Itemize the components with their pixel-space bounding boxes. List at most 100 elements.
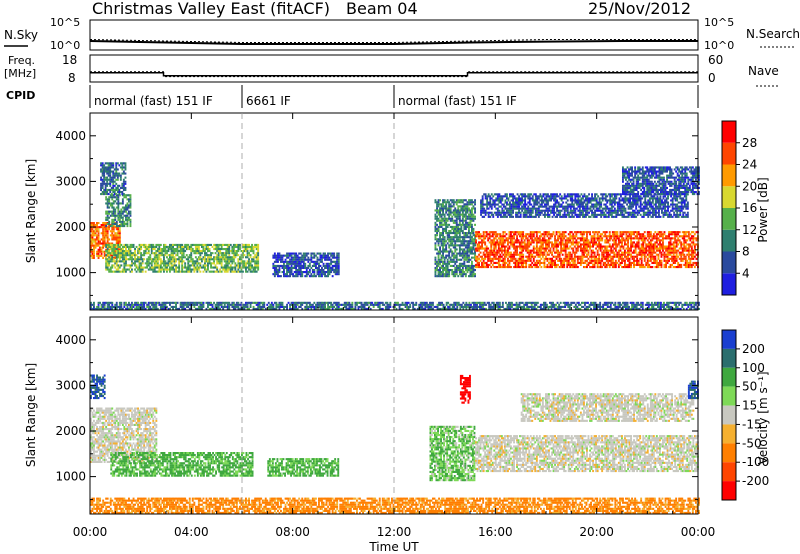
data-cell	[630, 239, 632, 242]
data-cell	[677, 239, 680, 242]
data-cell	[515, 203, 517, 206]
data-cell	[118, 242, 121, 245]
data-cell	[501, 199, 504, 202]
data-cell	[121, 260, 124, 263]
data-cell	[159, 252, 162, 255]
data-cell	[222, 248, 225, 251]
data-cell	[118, 234, 121, 237]
data-cell	[118, 202, 121, 205]
data-cell	[448, 275, 451, 278]
data-cell	[548, 257, 550, 260]
data-cell	[123, 245, 126, 248]
data-cell	[461, 207, 464, 210]
data-cell	[489, 205, 492, 208]
data-cell	[557, 235, 559, 238]
data-cell	[569, 233, 572, 236]
data-cell	[546, 259, 549, 262]
data-cell	[502, 249, 505, 252]
data-cell	[108, 196, 111, 199]
data-cell	[519, 199, 522, 202]
data-cell	[179, 260, 182, 263]
data-cell	[678, 263, 681, 266]
data-cell	[97, 248, 100, 251]
data-cell	[182, 270, 185, 273]
data-cell	[275, 256, 278, 259]
data-cell	[482, 257, 485, 260]
data-cell	[625, 247, 628, 250]
data-cell	[513, 195, 516, 198]
data-cell	[605, 237, 608, 240]
data-cell	[440, 238, 443, 241]
data-cell	[331, 264, 334, 267]
data-cell	[496, 215, 499, 218]
data-cell	[540, 243, 543, 246]
data-cell	[687, 235, 690, 238]
data-cell	[117, 226, 120, 229]
data-cell	[110, 164, 113, 167]
data-cell	[545, 247, 547, 250]
data-cell	[687, 249, 690, 252]
data-cell	[117, 254, 120, 257]
data-cell	[239, 256, 241, 259]
data-cell	[645, 261, 648, 264]
data-cell	[665, 249, 667, 252]
data-cell	[101, 170, 104, 173]
data-cell	[448, 244, 451, 247]
data-cell	[440, 209, 443, 212]
data-cell	[144, 252, 147, 255]
data-cell	[286, 262, 288, 265]
data-cell	[555, 263, 558, 266]
data-cell	[551, 257, 553, 260]
data-cell	[91, 244, 94, 247]
data-cell	[248, 260, 250, 263]
data-cell	[517, 241, 520, 244]
data-cell	[531, 205, 534, 208]
data-cell	[604, 233, 607, 236]
data-cell	[598, 261, 601, 264]
data-cell	[489, 215, 492, 218]
data-cell	[576, 231, 579, 234]
data-cell	[654, 245, 657, 248]
data-cell	[494, 266, 497, 269]
data-cell	[530, 209, 533, 212]
data-cell	[543, 239, 546, 242]
data-cell	[131, 245, 133, 248]
data-cell	[222, 254, 225, 257]
data-cell	[461, 209, 464, 212]
data-cell	[106, 248, 109, 251]
data-cell	[529, 251, 532, 254]
data-cell	[692, 255, 695, 258]
data-cell	[170, 256, 173, 259]
data-cell	[538, 253, 541, 256]
data-cell	[614, 241, 617, 244]
data-cell	[437, 209, 440, 212]
data-cell	[531, 249, 534, 252]
data-cell	[689, 249, 692, 252]
data-cell	[471, 260, 473, 263]
data-cell	[671, 263, 673, 266]
data-cell	[125, 204, 127, 207]
data-cell	[457, 223, 460, 226]
data-cell	[119, 191, 122, 194]
data-cell	[213, 248, 215, 251]
data-cell	[505, 261, 508, 264]
data-cell	[334, 260, 337, 263]
data-cell	[104, 188, 107, 191]
data-cell	[525, 233, 528, 236]
data-cell	[514, 266, 517, 269]
data-cell	[330, 254, 333, 257]
data-cell	[167, 260, 170, 263]
data-cell	[179, 243, 182, 246]
data-cell	[452, 264, 455, 267]
data-cell	[443, 242, 446, 245]
data-cell	[446, 236, 449, 239]
data-cell	[484, 249, 487, 252]
data-cell	[471, 240, 473, 243]
data-cell	[298, 269, 301, 272]
data-cell	[573, 235, 576, 238]
data-cell	[510, 205, 513, 208]
data-cell	[132, 243, 135, 246]
data-cell	[105, 212, 108, 215]
data-cell	[138, 252, 141, 255]
data-cell	[484, 237, 487, 240]
